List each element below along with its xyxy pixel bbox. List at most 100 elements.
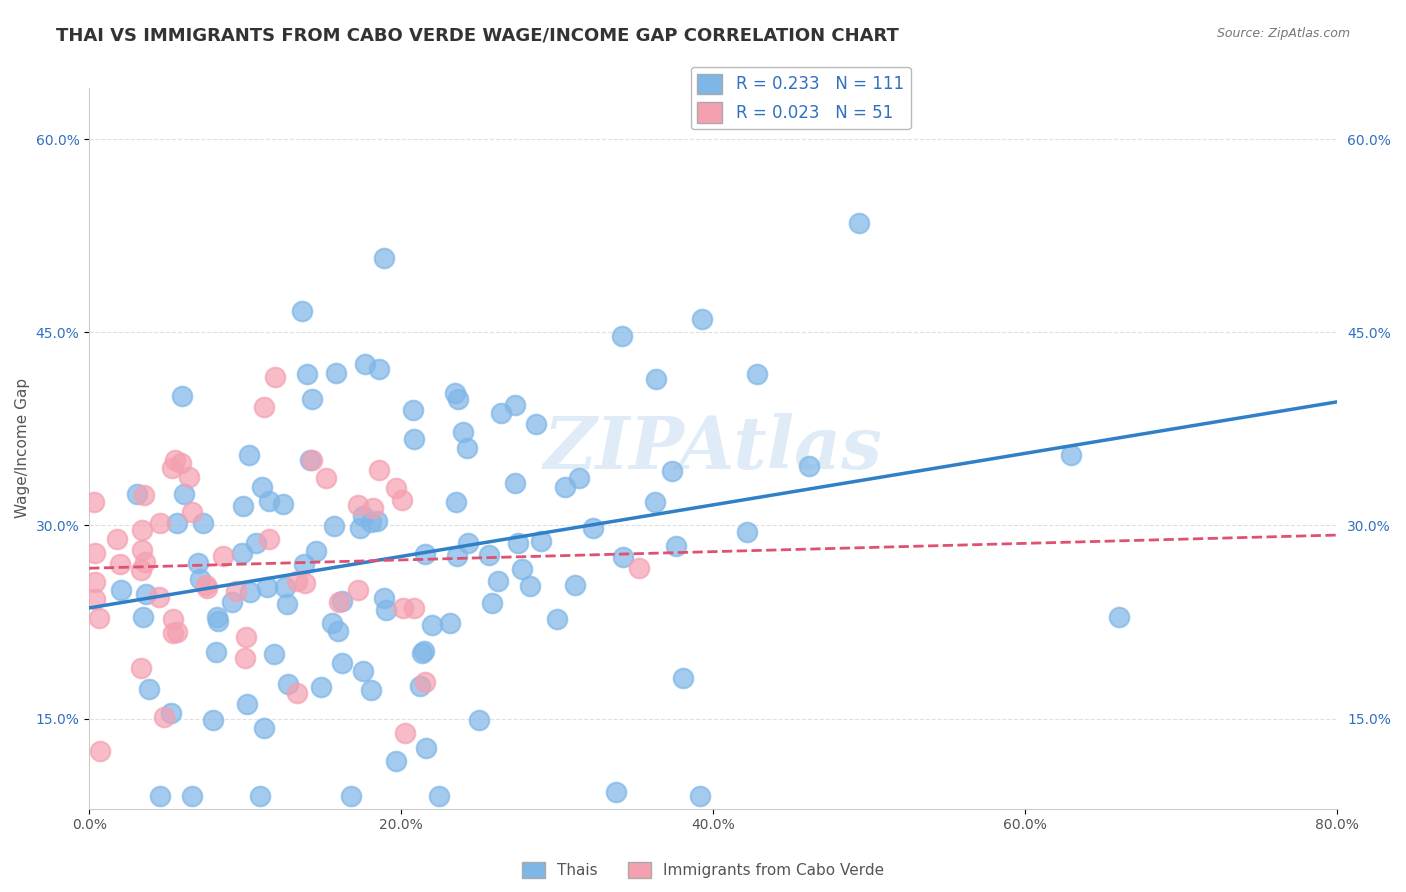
Point bbox=[330, 656, 353, 670]
Point bbox=[87, 611, 110, 625]
Point bbox=[205, 609, 228, 624]
Point bbox=[187, 556, 209, 570]
Point bbox=[148, 516, 170, 530]
Legend: Thais, Immigrants from Cabo Verde: Thais, Immigrants from Cabo Verde bbox=[516, 856, 890, 884]
Point bbox=[567, 471, 589, 485]
Point bbox=[188, 572, 211, 586]
Point bbox=[478, 548, 501, 562]
Point bbox=[301, 452, 323, 467]
Point bbox=[131, 523, 153, 537]
Point bbox=[665, 540, 688, 554]
Point bbox=[375, 603, 398, 617]
Point bbox=[689, 789, 711, 803]
Point bbox=[503, 476, 526, 491]
Point bbox=[612, 549, 634, 564]
Point bbox=[321, 615, 343, 630]
Point bbox=[373, 251, 395, 265]
Point bbox=[173, 487, 195, 501]
Point bbox=[201, 713, 224, 727]
Point bbox=[264, 370, 287, 384]
Point bbox=[221, 595, 243, 609]
Point bbox=[354, 357, 377, 371]
Point bbox=[360, 682, 382, 697]
Point bbox=[138, 682, 160, 697]
Point bbox=[309, 680, 332, 694]
Point bbox=[256, 580, 278, 594]
Point bbox=[411, 646, 433, 660]
Point bbox=[564, 578, 586, 592]
Point bbox=[253, 400, 276, 414]
Point bbox=[170, 456, 193, 470]
Point bbox=[285, 686, 308, 700]
Point bbox=[347, 583, 370, 598]
Point bbox=[368, 463, 391, 477]
Point bbox=[135, 586, 157, 600]
Point bbox=[127, 487, 149, 501]
Point bbox=[373, 591, 395, 605]
Point bbox=[132, 610, 155, 624]
Point bbox=[644, 372, 666, 386]
Point bbox=[361, 501, 384, 516]
Point bbox=[166, 624, 188, 639]
Point bbox=[402, 432, 425, 446]
Point bbox=[276, 597, 298, 611]
Point bbox=[108, 557, 131, 571]
Point bbox=[352, 664, 374, 678]
Point bbox=[346, 498, 368, 512]
Point bbox=[249, 789, 271, 803]
Point bbox=[503, 399, 526, 413]
Point bbox=[506, 535, 529, 549]
Point bbox=[735, 525, 758, 540]
Point bbox=[489, 406, 512, 420]
Point bbox=[328, 595, 350, 609]
Point bbox=[84, 592, 107, 607]
Point bbox=[352, 508, 374, 523]
Point bbox=[263, 648, 285, 662]
Point bbox=[259, 493, 281, 508]
Point bbox=[444, 495, 467, 509]
Point bbox=[235, 630, 257, 644]
Point bbox=[271, 497, 294, 511]
Point bbox=[232, 499, 254, 513]
Point bbox=[170, 389, 193, 403]
Point bbox=[165, 452, 187, 467]
Point bbox=[134, 555, 156, 569]
Point bbox=[245, 535, 267, 549]
Point bbox=[250, 480, 273, 494]
Point bbox=[415, 741, 437, 756]
Point bbox=[402, 600, 425, 615]
Point bbox=[1108, 610, 1130, 624]
Point bbox=[294, 575, 316, 590]
Point bbox=[160, 460, 183, 475]
Point bbox=[582, 521, 605, 535]
Point bbox=[384, 755, 406, 769]
Point bbox=[181, 789, 204, 803]
Point bbox=[166, 516, 188, 531]
Point bbox=[446, 549, 468, 563]
Point bbox=[605, 785, 627, 799]
Point bbox=[236, 698, 259, 712]
Point bbox=[89, 744, 111, 758]
Point bbox=[105, 532, 128, 546]
Point bbox=[205, 645, 228, 659]
Point bbox=[612, 329, 634, 343]
Point bbox=[444, 385, 467, 400]
Point bbox=[326, 624, 349, 638]
Point bbox=[427, 789, 450, 803]
Point bbox=[446, 392, 468, 406]
Point bbox=[84, 546, 107, 560]
Point bbox=[149, 789, 172, 803]
Point bbox=[486, 574, 509, 588]
Text: Source: ZipAtlas.com: Source: ZipAtlas.com bbox=[1216, 27, 1350, 40]
Point bbox=[524, 417, 547, 431]
Point bbox=[413, 674, 436, 689]
Point bbox=[177, 470, 200, 484]
Point bbox=[420, 618, 443, 632]
Point bbox=[295, 368, 318, 382]
Point bbox=[554, 480, 576, 494]
Point bbox=[195, 581, 218, 595]
Point bbox=[330, 593, 353, 607]
Point bbox=[456, 441, 478, 455]
Point bbox=[277, 676, 299, 690]
Point bbox=[191, 516, 214, 530]
